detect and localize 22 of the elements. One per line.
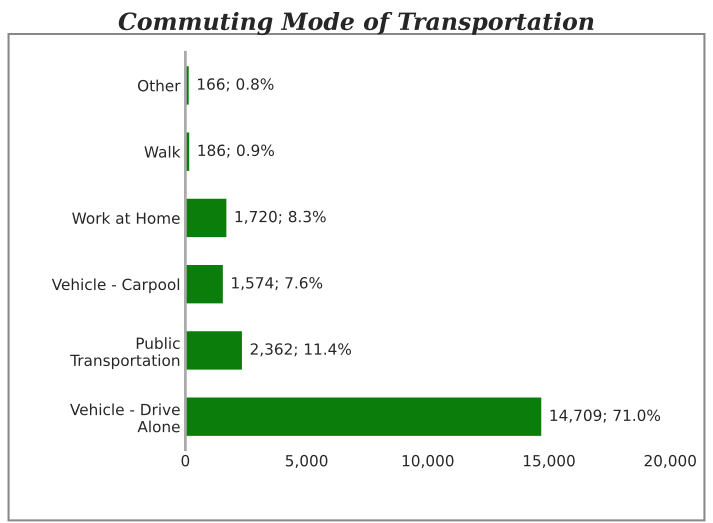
y-tick-label: Work at Home [72,212,180,224]
y-tick-label: Vehicle - Drive Alone [70,403,180,432]
data-label: 2,362; 11.4% [250,343,352,356]
x-tick-label: 0 [182,454,190,466]
bar [185,264,224,305]
chart-title: Commuting Mode of Transportation [118,12,594,36]
y-tick-label: Walk [144,146,180,158]
x-tick-label: 5,000 [286,454,328,468]
data-label: 14,709; 71.0% [550,410,660,423]
x-tick-label: 20,000 [644,454,696,468]
x-tick-label: 15,000 [524,454,575,468]
y-tick-label: Vehicle - Carpool [52,278,180,294]
data-label: 166; 0.8% [198,78,274,92]
bar [185,197,228,238]
y-tick-label: Public Transportation [70,337,180,370]
bar [185,330,244,371]
y-tick-label: Other [138,80,181,92]
x-tick-label: 10,000 [402,454,454,468]
bar [185,396,543,438]
data-label: 1,720; 8.3% [236,210,326,224]
data-label: 1,574; 7.6% [232,277,322,290]
data-label: 186; 0.9% [198,144,274,158]
